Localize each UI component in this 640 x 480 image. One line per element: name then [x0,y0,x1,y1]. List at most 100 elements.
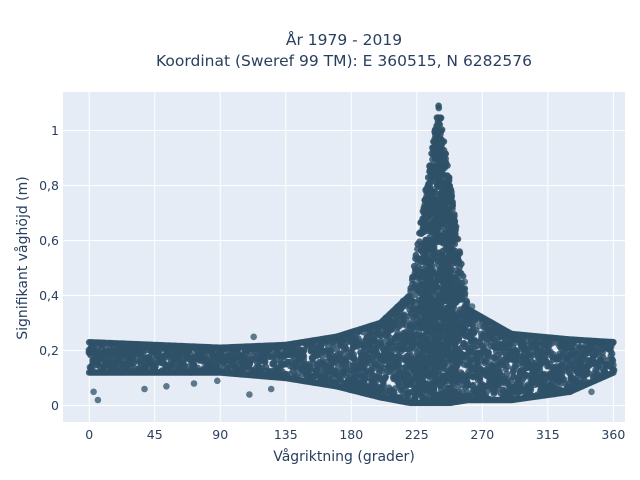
data-point [246,391,253,398]
y-tick-label: 1 [51,123,59,138]
data-point [458,260,465,268]
data-point [459,272,467,280]
data-point [369,355,376,362]
data-point [435,119,442,127]
data-point [610,338,617,346]
data-point [445,207,453,215]
data-point [439,247,447,255]
y-tick-labels: 00,20,40,60,81 [39,123,59,413]
data-point [452,288,460,295]
data-point [424,250,431,257]
data-point [425,316,433,323]
data-point [451,257,459,265]
chart-title-line2: Koordinat (Sweref 99 TM): E 360515, N 62… [156,52,532,70]
data-point [454,383,462,391]
data-point [452,279,460,287]
data-point [430,396,437,403]
data-points [85,102,618,407]
data-point [429,383,436,390]
x-tick-label: 0 [85,427,93,442]
data-point [451,315,458,322]
data-point [560,376,568,383]
data-point [445,177,453,185]
data-point [444,396,451,404]
data-point [447,267,455,275]
data-point [152,363,159,371]
y-axis-label: Signifikant våghöjd (m) [14,176,31,339]
data-point [428,296,435,303]
data-point [610,361,617,369]
data-point [436,232,443,239]
data-point [432,236,440,244]
x-tick-label: 180 [339,427,363,442]
data-point [451,247,459,255]
x-tick-label: 270 [470,427,494,442]
data-point [437,382,444,390]
data-point [342,345,350,352]
data-point [417,230,425,237]
data-point [377,337,385,345]
data-point [431,316,439,324]
x-tick-label: 360 [601,427,625,442]
data-point [439,224,447,231]
x-axis-label: Vågriktning (grader) [273,448,415,465]
y-tick-label: 0,8 [39,178,59,193]
data-point [470,381,477,389]
data-point [433,305,441,313]
data-point [441,360,449,368]
data-point [608,350,616,358]
data-point [585,370,593,377]
data-point [163,383,170,390]
data-point [448,193,456,201]
data-point [437,333,444,340]
data-point [455,334,463,342]
data-point [463,297,470,305]
x-tick-label: 225 [405,427,429,442]
x-tick-label: 45 [147,427,163,442]
data-point [440,155,448,162]
x-tick-label: 90 [212,427,228,442]
data-point [452,350,460,357]
data-point [438,391,445,399]
data-point [445,182,453,190]
data-point [425,180,433,187]
data-point [427,237,435,244]
data-point [437,114,444,121]
data-point [433,283,441,290]
data-point [426,278,434,286]
data-point [435,173,442,181]
data-point [509,368,517,376]
data-point [452,322,460,330]
data-point [527,386,535,394]
data-point [313,365,321,373]
data-point [406,377,414,385]
data-point [485,349,493,356]
data-point [94,396,102,404]
data-point [431,246,438,254]
data-point [190,380,198,387]
data-point [261,359,269,366]
data-point [451,219,458,226]
data-point [449,202,456,210]
data-point [461,285,469,292]
data-point [610,369,617,376]
data-point [214,377,221,385]
data-point [452,365,460,372]
data-point [424,306,431,314]
data-point [300,353,308,360]
data-point [451,226,459,233]
data-point [438,188,446,195]
data-point [452,235,460,242]
data-point [435,102,442,110]
data-point [598,358,605,365]
data-point [433,140,441,148]
y-tick-label: 0 [51,398,59,413]
data-point [451,338,458,345]
data-point [438,126,446,133]
data-point [588,388,595,396]
data-point [430,194,437,202]
x-tick-labels: 0 45 90 135 180 225 270 315 360 [85,427,625,442]
data-point [431,374,439,382]
data-point [90,388,97,396]
x-tick-label: 135 [274,427,298,442]
